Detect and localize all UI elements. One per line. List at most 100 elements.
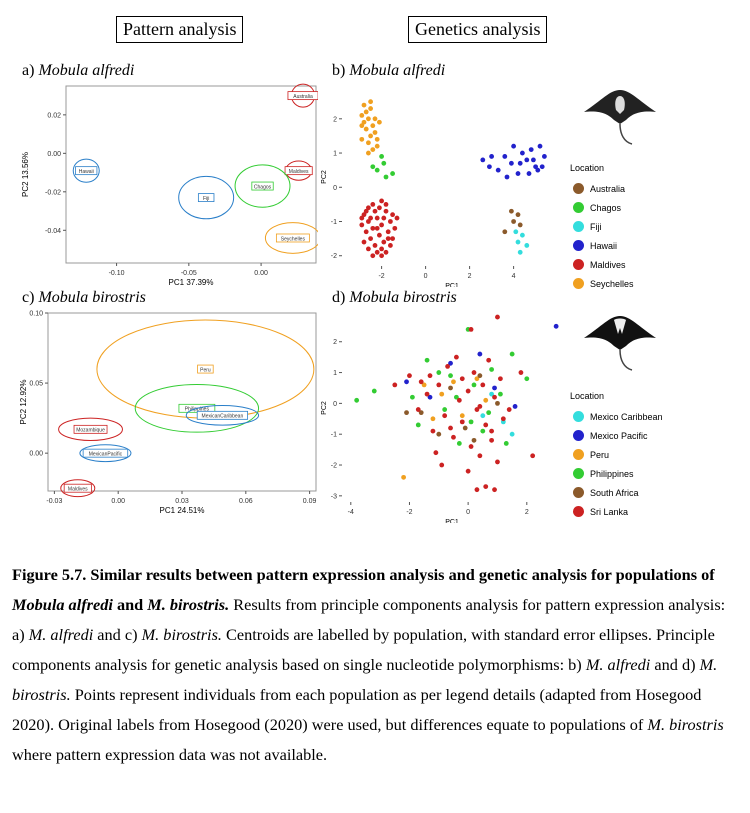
x-axis-label: PC1 37.39% bbox=[169, 278, 214, 287]
point-seychelles bbox=[361, 119, 367, 125]
point-maldives bbox=[377, 205, 382, 211]
point-seychelles bbox=[374, 143, 380, 149]
point-south-africa bbox=[495, 400, 500, 406]
x-tick-label: 2 bbox=[525, 509, 529, 516]
point-mexico-pacific bbox=[404, 379, 409, 385]
point-sri-lanka bbox=[483, 422, 489, 428]
point-maldives bbox=[392, 225, 398, 231]
point-sri-lanka bbox=[500, 416, 506, 422]
point-seychelles bbox=[368, 99, 373, 105]
centroid-box-maldives bbox=[63, 483, 92, 493]
point-australia bbox=[509, 208, 514, 214]
point-maldives bbox=[390, 212, 395, 218]
x-axis-label: PC1 bbox=[445, 283, 459, 287]
caption-title-part: and bbox=[112, 595, 148, 614]
legend-label: Chagos bbox=[590, 202, 622, 213]
legend-swatch bbox=[573, 240, 584, 251]
point-sri-lanka bbox=[489, 428, 494, 434]
legend-d-item-mexico-caribbean: Mexico Caribbean bbox=[570, 407, 663, 426]
point-south-africa bbox=[418, 410, 424, 416]
y-tick-label: -0.02 bbox=[45, 189, 61, 196]
point-seychelles bbox=[359, 123, 365, 129]
centroid-label-hawaii: Hawaii bbox=[79, 169, 94, 175]
point-philippines bbox=[354, 397, 360, 403]
point-chagos bbox=[383, 174, 389, 180]
point-philippines bbox=[480, 428, 486, 434]
y-tick-label: 0 bbox=[333, 401, 337, 408]
point-hawaii bbox=[528, 147, 534, 153]
point-maldives bbox=[383, 208, 389, 214]
x-tick-label: -4 bbox=[348, 509, 354, 516]
caption-text: where pattern expression data was not av… bbox=[12, 745, 328, 764]
point-philippines bbox=[436, 370, 442, 375]
centroid-label-maldives: Maldives bbox=[289, 169, 309, 175]
centroid-box-seychelles bbox=[275, 233, 310, 243]
caption-text: Results from principle components analys… bbox=[12, 595, 726, 644]
y-tick-label: -2 bbox=[331, 463, 337, 470]
point-mexico-pacific bbox=[448, 360, 453, 366]
centroid-label-mozambique: Mozambique bbox=[76, 428, 105, 434]
point-seychelles bbox=[366, 150, 371, 156]
point-hawaii bbox=[524, 157, 530, 163]
x-tick-label: -0.03 bbox=[46, 498, 62, 505]
point-philippines bbox=[410, 394, 415, 400]
point-maldives bbox=[368, 236, 373, 242]
point-mexico-caribbean bbox=[509, 431, 515, 437]
point-mexico-pacific bbox=[492, 385, 497, 391]
header-genetics-analysis: Genetics analysis bbox=[408, 16, 548, 43]
x-tick-label: -0.05 bbox=[181, 270, 197, 277]
legend-swatch bbox=[573, 411, 584, 422]
point-sri-lanka bbox=[477, 453, 483, 459]
legend-swatch bbox=[573, 468, 584, 479]
manta-alfredi-illustration bbox=[584, 90, 656, 145]
point-philippines bbox=[503, 441, 509, 446]
point-sri-lanka bbox=[474, 487, 480, 493]
point-mexico-pacific bbox=[427, 394, 433, 400]
point-philippines bbox=[454, 394, 459, 400]
point-south-africa bbox=[436, 431, 442, 437]
point-philippines bbox=[448, 373, 453, 379]
point-seychelles bbox=[363, 109, 369, 115]
legend-b: Location Australia Chagos Fiji Hawaii Maldiv… bbox=[570, 163, 634, 293]
ellipse-fiji bbox=[178, 175, 235, 220]
point-sri-lanka bbox=[430, 428, 436, 434]
y-tick-label: 1 bbox=[333, 370, 337, 377]
point-sri-lanka bbox=[492, 394, 497, 400]
legend-swatch bbox=[573, 449, 584, 460]
point-maldives bbox=[361, 212, 367, 218]
point-sri-lanka bbox=[518, 370, 524, 375]
point-maldives bbox=[388, 243, 393, 248]
y-axis-label: PC2 13.56% bbox=[21, 152, 30, 197]
point-fiji bbox=[517, 249, 523, 255]
plot-frame bbox=[47, 312, 317, 492]
point-sri-lanka bbox=[530, 453, 536, 459]
y-tick-label: 0.00 bbox=[29, 451, 43, 458]
ellipse-seychelles bbox=[264, 222, 318, 254]
point-hawaii bbox=[504, 174, 510, 180]
y-tick-label: 1 bbox=[333, 151, 337, 158]
point-maldives bbox=[374, 215, 380, 221]
chart-d-mobula-birostris-genetics: -4 -2 0 2 -3 -2 -1 0 1 2 PC1 PC2 bbox=[321, 313, 563, 523]
centroid-box-australia bbox=[287, 91, 318, 101]
point-philippines bbox=[456, 441, 462, 446]
y-tick-label: 0.02 bbox=[47, 112, 61, 119]
point-maldives bbox=[361, 239, 367, 245]
point-sri-lanka bbox=[506, 407, 512, 412]
point-maldives bbox=[366, 246, 371, 252]
point-mexico-caribbean bbox=[480, 413, 486, 419]
point-maldives bbox=[383, 201, 389, 207]
legend-label: Mexico Caribbean bbox=[590, 411, 663, 422]
legend-label: South Africa bbox=[590, 487, 639, 498]
caption-text: Centroids are labelled by population, wi… bbox=[12, 625, 715, 674]
point-maldives bbox=[374, 249, 380, 255]
panel-b-title: b) Mobula alfredi bbox=[332, 62, 446, 79]
centroid-label-australia: Australia bbox=[293, 94, 313, 100]
ellipse-mozambique bbox=[58, 417, 123, 442]
caption-species: M. birostris. bbox=[141, 625, 222, 644]
point-hawaii bbox=[535, 167, 541, 173]
point-peru bbox=[401, 474, 406, 480]
legend-d-item-south-africa: South Africa bbox=[570, 483, 663, 502]
point-seychelles bbox=[370, 147, 376, 153]
point-mexico-pacific bbox=[512, 404, 518, 409]
point-peru bbox=[474, 376, 480, 382]
